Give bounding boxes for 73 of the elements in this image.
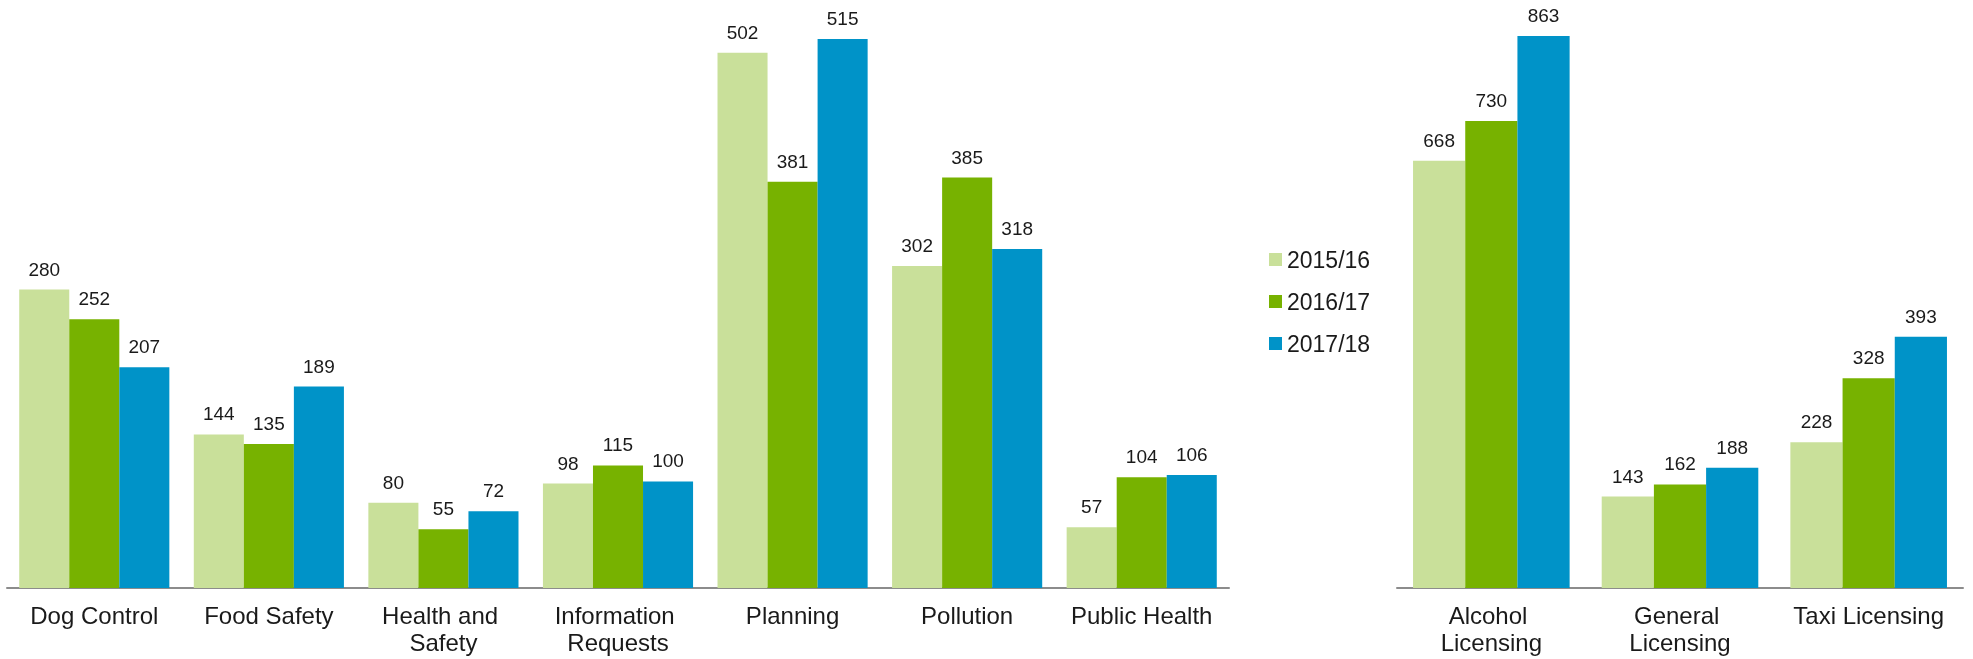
- bar: [19, 289, 70, 588]
- bar: [1465, 121, 1518, 588]
- data-label: 162: [1664, 453, 1696, 475]
- bar: [992, 249, 1043, 588]
- bar: [119, 367, 170, 588]
- bar: [1653, 484, 1707, 588]
- legend-label: 2015/16: [1287, 246, 1371, 273]
- data-label: 318: [1001, 218, 1034, 240]
- bar: [468, 511, 519, 588]
- x-tick-label: Dog Control: [30, 602, 159, 629]
- data-label: 381: [776, 150, 809, 172]
- bar: [542, 483, 593, 588]
- bar: [1517, 36, 1570, 588]
- data-label: 188: [1716, 436, 1749, 458]
- bar: [418, 529, 469, 588]
- bar: [1413, 160, 1466, 588]
- bar: [1066, 527, 1117, 588]
- x-tick-label: Pollution: [921, 602, 1014, 629]
- x-tick-label: Public Health: [1071, 602, 1213, 629]
- data-label: 207: [128, 336, 161, 358]
- data-label: 228: [1800, 411, 1833, 433]
- bar: [293, 386, 344, 588]
- x-tick-label: Taxi Licensing: [1793, 602, 1945, 629]
- x-tick-label: Information Requests: [554, 602, 682, 656]
- x-tick-label: Food Safety: [204, 602, 334, 629]
- data-label: 730: [1475, 90, 1508, 112]
- data-label: 280: [28, 258, 61, 280]
- data-label: 502: [726, 21, 759, 43]
- bar: [643, 481, 694, 588]
- legend-label: 2017/18: [1287, 330, 1371, 357]
- bar: [1601, 496, 1654, 588]
- data-label: 328: [1852, 347, 1885, 369]
- bar: [368, 502, 419, 588]
- data-label: 72: [482, 480, 505, 502]
- data-label: 80: [382, 471, 404, 493]
- legend-label: 2016/17: [1287, 288, 1371, 315]
- bar: [817, 39, 868, 588]
- bar: [1842, 378, 1895, 588]
- bar: [1116, 477, 1167, 588]
- x-tick-label: Planning: [745, 602, 840, 629]
- bar: [717, 52, 768, 588]
- x-tick-label: Alcohol Licensing: [1440, 602, 1543, 656]
- x-tick-label: Health and Safety: [382, 602, 505, 656]
- bar: [1790, 442, 1843, 588]
- data-label: 189: [303, 355, 335, 377]
- bar: [1166, 475, 1217, 588]
- data-label: 144: [202, 403, 236, 425]
- data-label: 302: [901, 235, 933, 257]
- bar: [193, 434, 244, 588]
- bar: [767, 181, 818, 588]
- data-label: 115: [602, 434, 634, 456]
- data-label: 98: [557, 452, 579, 474]
- x-tick-label: General Licensing: [1629, 602, 1731, 656]
- bar: [1706, 467, 1759, 588]
- data-label: 55: [432, 498, 454, 520]
- data-label: 57: [1081, 496, 1103, 518]
- data-label: 515: [826, 8, 859, 29]
- data-label: 385: [951, 146, 983, 168]
- data-label: 106: [1175, 444, 1208, 465]
- bar: [243, 444, 294, 588]
- bar: [892, 266, 943, 588]
- data-label: 252: [78, 288, 111, 310]
- data-label: 104: [1125, 446, 1158, 468]
- bar: [1894, 336, 1947, 588]
- data-label: 100: [652, 450, 684, 472]
- data-label: 393: [1905, 305, 1937, 327]
- bar: [69, 319, 120, 588]
- data-label: 143: [1611, 465, 1644, 487]
- data-label: 135: [253, 413, 285, 435]
- bar: [592, 465, 644, 588]
- data-label: 668: [1423, 129, 1455, 151]
- bar: [942, 177, 993, 588]
- data-label: 863: [1527, 5, 1560, 26]
